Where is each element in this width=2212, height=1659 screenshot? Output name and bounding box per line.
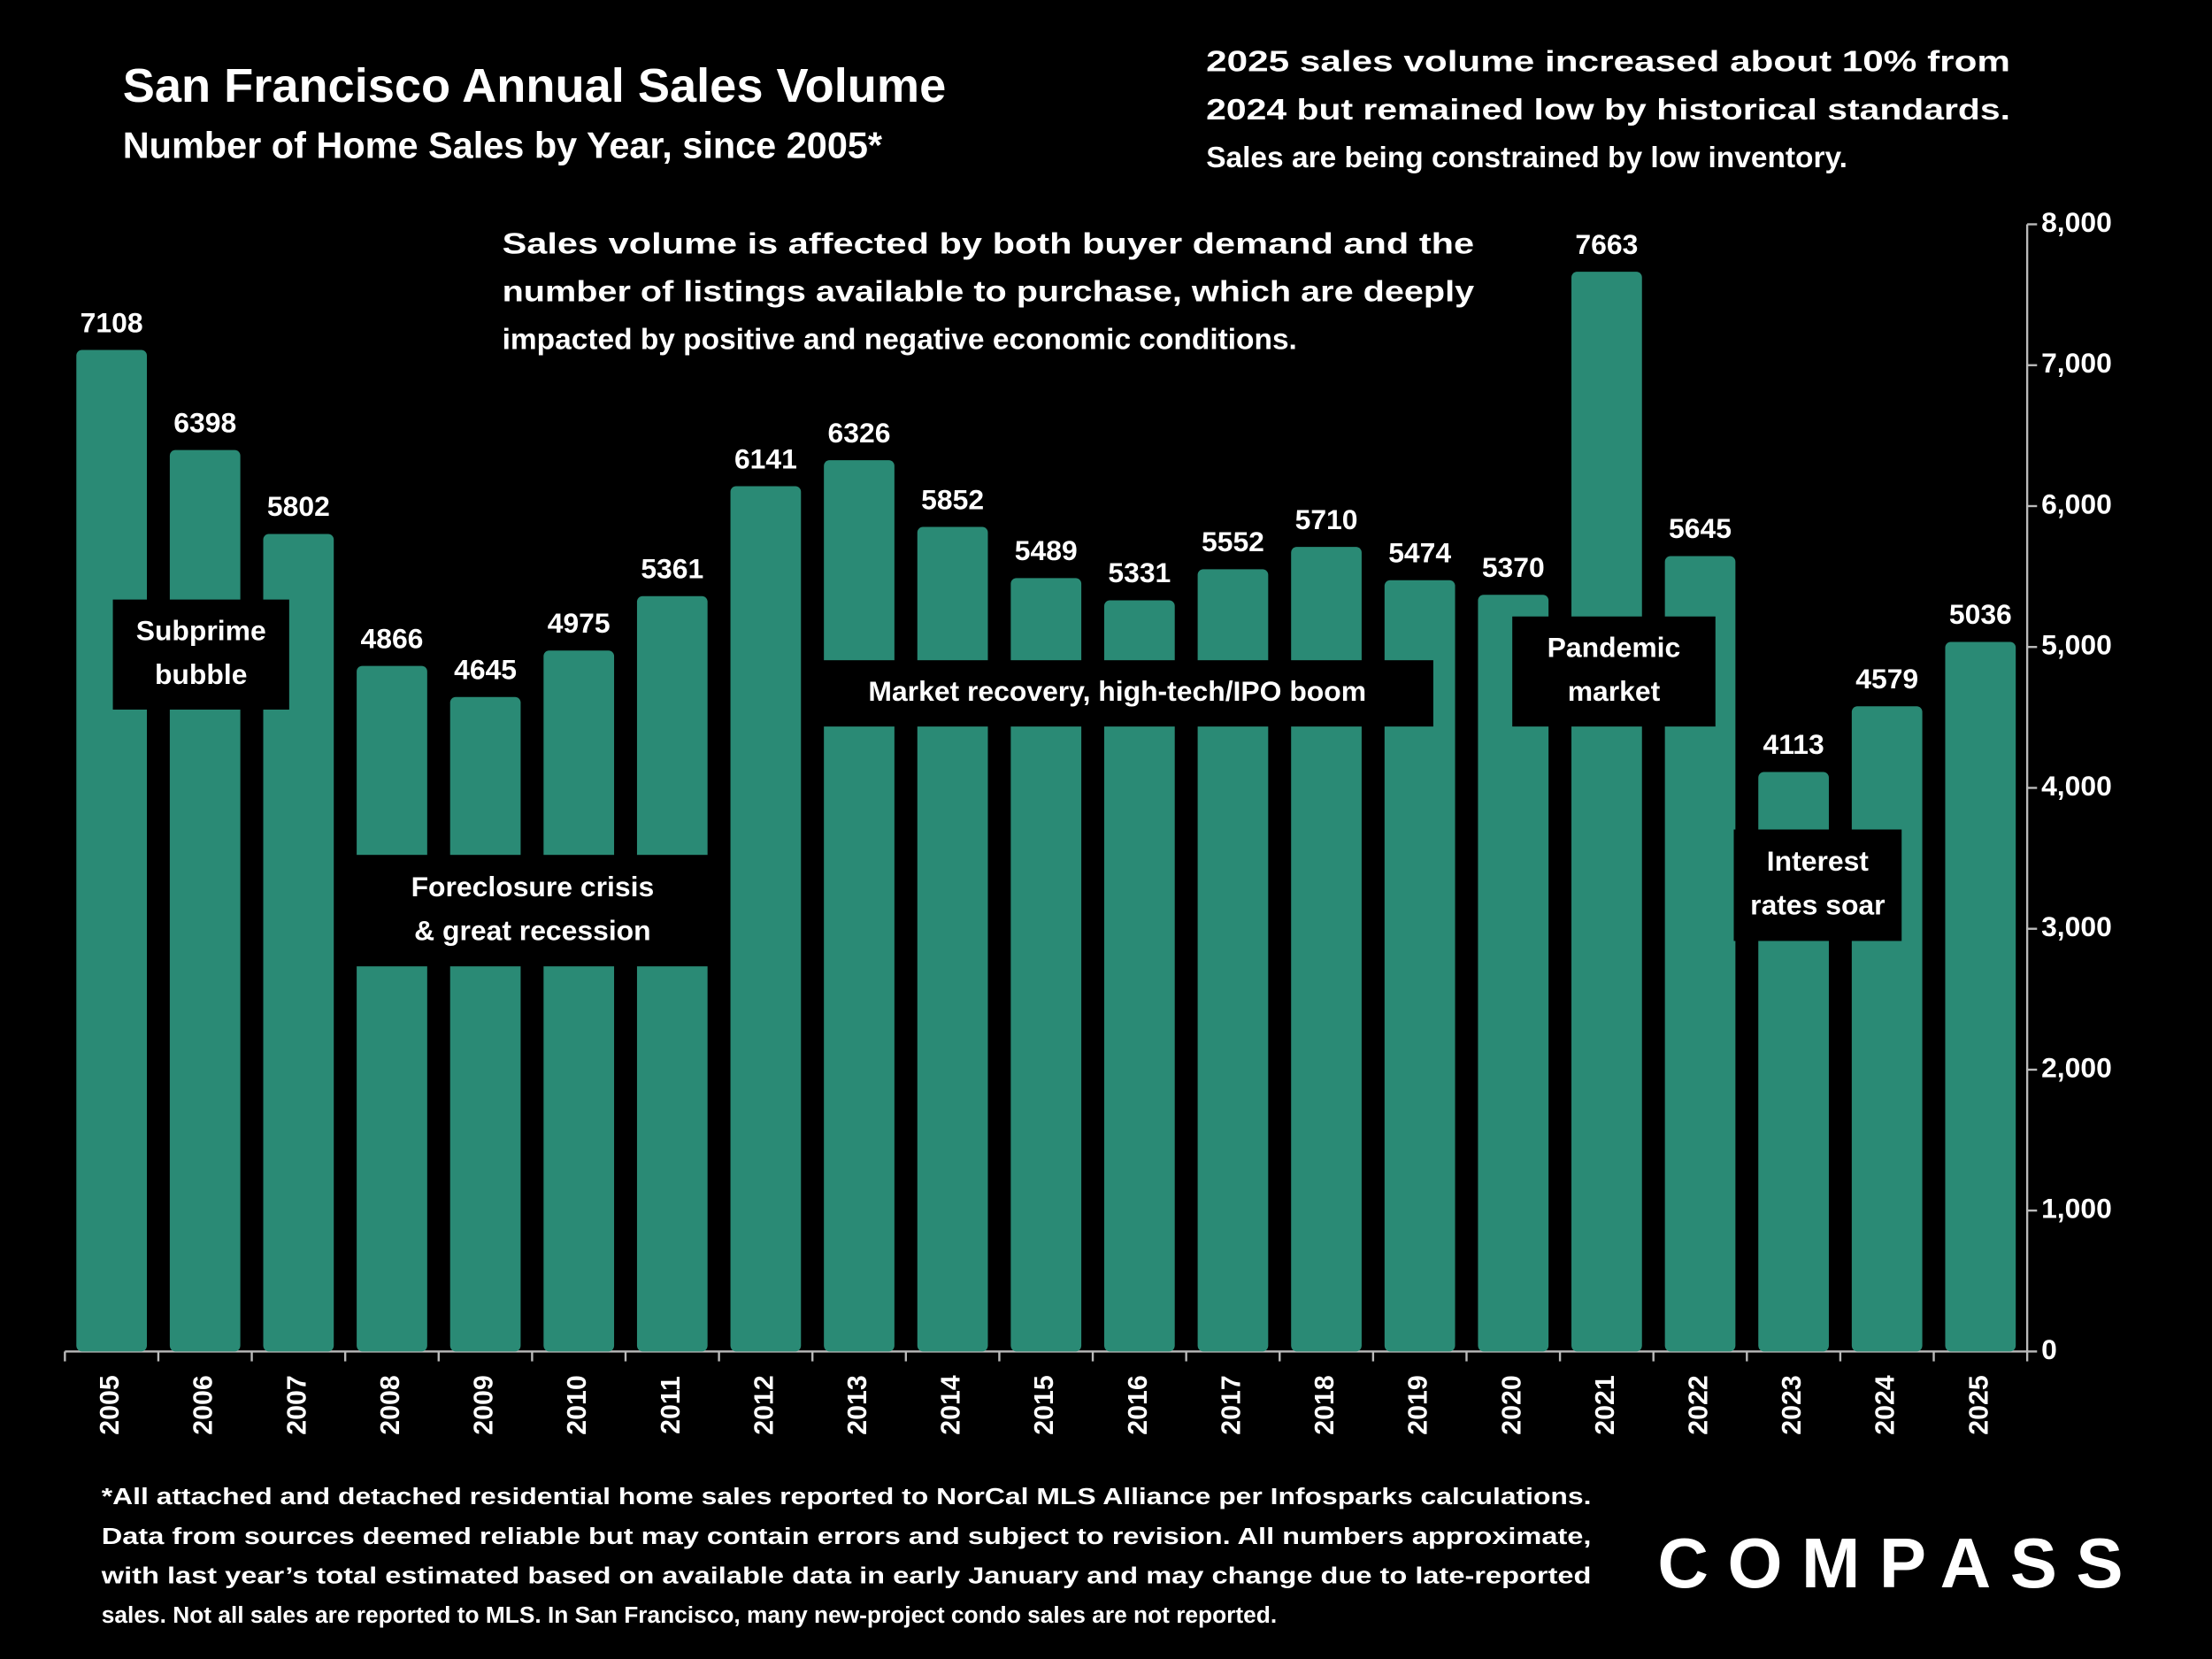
- x-tick-label: 2015: [1030, 1375, 1059, 1434]
- header-note: 2024 but remained low by historical stan…: [1206, 94, 2010, 127]
- value-label: 4579: [1855, 663, 1918, 695]
- value-label: 6141: [734, 442, 797, 474]
- value-label: 4113: [1763, 728, 1824, 760]
- value-label: 7663: [1575, 228, 1638, 260]
- x-tick-label: 2017: [1217, 1375, 1246, 1434]
- annotation: Foreclosure crisis: [411, 871, 655, 902]
- value-label: 5710: [1295, 503, 1358, 535]
- value-label: 4866: [361, 622, 424, 654]
- bar: [543, 650, 615, 1352]
- x-tick-label: 2016: [1124, 1375, 1153, 1434]
- header-note: Sales are being constrained by low inven…: [1206, 142, 1847, 174]
- body-note: Sales volume is affected by both buyer d…: [503, 227, 1475, 260]
- annotation-box: [342, 855, 723, 967]
- footnote: *All attached and detached residential h…: [102, 1483, 1592, 1509]
- bar: [1010, 578, 1082, 1352]
- x-tick-label: 2012: [749, 1375, 779, 1434]
- x-tick-label: 2024: [1871, 1375, 1901, 1435]
- annotation: rates soar: [1750, 889, 1885, 921]
- value-label: 5331: [1108, 557, 1171, 588]
- value-label: 5802: [267, 490, 330, 522]
- y-tick-label: 1,000: [2041, 1193, 2112, 1225]
- annotation-box: [801, 660, 1433, 727]
- bar: [824, 460, 895, 1352]
- x-tick-label: 2021: [1591, 1375, 1620, 1434]
- annotation-box: [1512, 616, 1716, 727]
- value-label: 5552: [1202, 526, 1264, 557]
- x-tick-label: 2005: [96, 1375, 125, 1434]
- x-tick-label: 2009: [470, 1375, 499, 1434]
- x-tick-label: 2018: [1310, 1375, 1340, 1434]
- bar: [1478, 595, 1549, 1352]
- bar: [1384, 580, 1455, 1352]
- x-tick-label: 2011: [657, 1376, 686, 1434]
- x-tick-label: 2010: [563, 1375, 592, 1434]
- y-tick-label: 0: [2041, 1333, 2057, 1365]
- value-label: 5489: [1015, 534, 1078, 566]
- y-tick-label: 7,000: [2041, 347, 2112, 379]
- x-tick-label: 2022: [1685, 1375, 1714, 1434]
- body-note: impacted by positive and negative econom…: [503, 324, 1297, 357]
- annotation: market: [1568, 675, 1661, 707]
- y-tick-label: 2,000: [2041, 1051, 2112, 1083]
- value-label: 6398: [173, 406, 236, 438]
- x-tick-label: 2025: [1964, 1375, 1993, 1434]
- bar: [1851, 706, 1923, 1352]
- value-label: 7108: [81, 306, 143, 338]
- value-label: 5036: [1949, 598, 2012, 630]
- bar: [1197, 569, 1269, 1352]
- x-tick-label: 2023: [1778, 1375, 1807, 1434]
- x-tick-label: 2008: [376, 1375, 405, 1434]
- annotation: Market recovery, high-tech/IPO boom: [868, 675, 1366, 707]
- value-label: 5645: [1669, 512, 1732, 544]
- footnote: with last year’s total estimated based o…: [101, 1562, 1592, 1588]
- bar: [1103, 600, 1175, 1352]
- value-label: 4645: [454, 653, 517, 685]
- y-tick-label: 5,000: [2041, 629, 2112, 661]
- bar: [357, 665, 427, 1352]
- y-tick-label: 4,000: [2041, 770, 2112, 802]
- y-tick-label: 3,000: [2041, 910, 2112, 942]
- value-label: 5852: [921, 483, 984, 515]
- header-note: 2025 sales volume increased about 10% fr…: [1206, 46, 2010, 79]
- x-tick-label: 2006: [189, 1375, 219, 1434]
- y-tick-label: 6,000: [2041, 488, 2112, 519]
- x-tick-label: 2007: [282, 1375, 311, 1434]
- bar: [1945, 641, 2016, 1352]
- annotation: Pandemic: [1548, 632, 1681, 664]
- bar: [1664, 556, 1736, 1352]
- chart-title: San Francisco Annual Sales Volume: [123, 59, 946, 112]
- chart-subtitle: Number of Home Sales by Year, since 2005…: [123, 124, 883, 165]
- x-tick-label: 2019: [1404, 1375, 1433, 1434]
- value-label: 4975: [548, 607, 611, 639]
- body-note: number of listings available to purchase…: [503, 275, 1475, 308]
- annotation: Subprime: [136, 615, 266, 647]
- footnote: sales. Not all sales are reported to MLS…: [102, 1601, 1277, 1628]
- value-label: 5370: [1482, 551, 1545, 583]
- bar: [730, 486, 802, 1352]
- x-tick-label: 2013: [843, 1375, 872, 1434]
- y-tick-label: 8,000: [2041, 206, 2112, 238]
- footnote: Data from sources deemed reliable but ma…: [102, 1523, 1592, 1549]
- annotation-box: [112, 599, 289, 710]
- bar: [263, 534, 334, 1352]
- bar: [1291, 547, 1362, 1352]
- annotation-box: [1733, 829, 1902, 941]
- value-label: 5361: [641, 552, 703, 584]
- logo: COMPASS: [1657, 1524, 2123, 1602]
- bar: [917, 526, 988, 1352]
- annotation: Interest: [1767, 845, 1870, 877]
- bar: [1571, 272, 1642, 1352]
- annotation: & great recession: [414, 914, 651, 946]
- x-tick-label: 2020: [1497, 1375, 1526, 1434]
- bar: [169, 449, 241, 1352]
- bar: [636, 595, 708, 1352]
- value-label: 6326: [828, 417, 891, 449]
- bar: [449, 696, 521, 1352]
- value-label: 5474: [1388, 536, 1451, 568]
- annotation: bubble: [155, 658, 247, 690]
- x-tick-label: 2014: [937, 1375, 966, 1435]
- bar: [76, 349, 148, 1352]
